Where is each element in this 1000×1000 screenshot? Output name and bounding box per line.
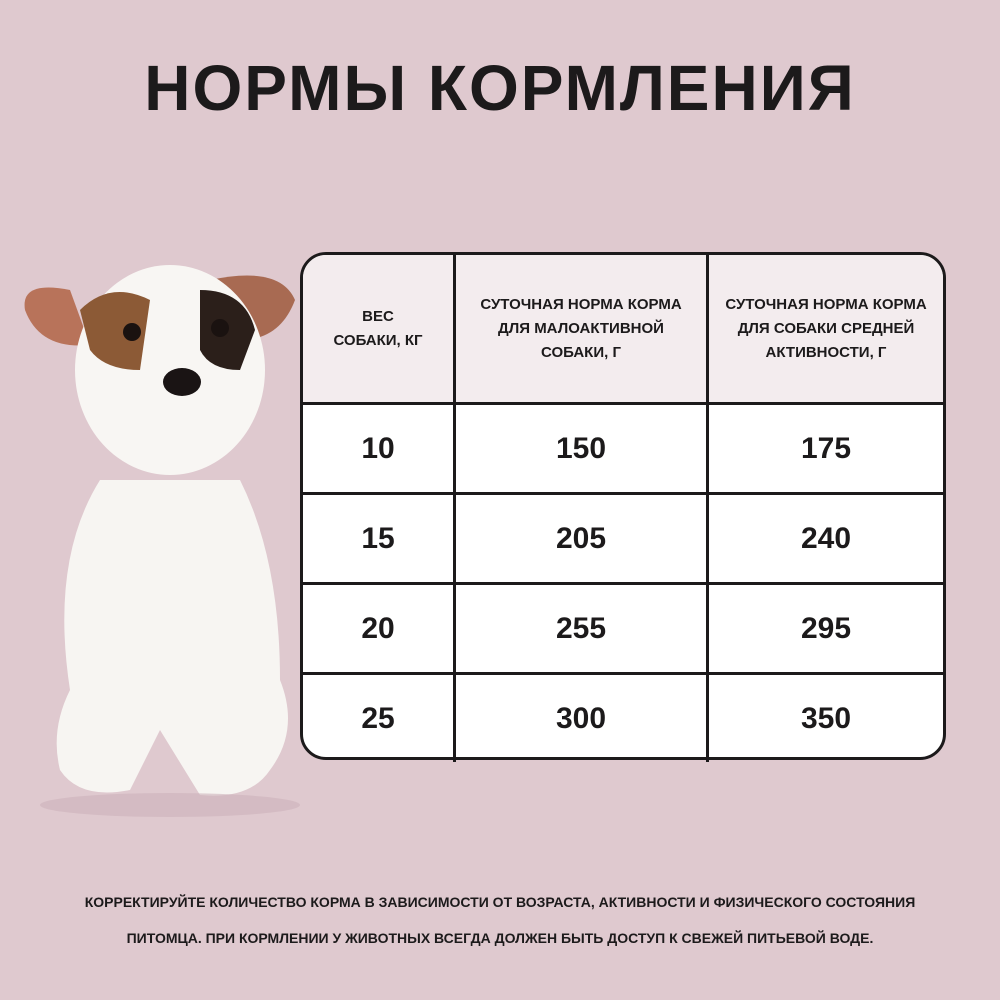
cell-low: 300 [453, 675, 706, 762]
cell-value: 150 [555, 431, 607, 465]
header-weight-label: ВЕС СОБАКИ, КГ [333, 307, 423, 349]
cell-low: 150 [453, 405, 706, 492]
dog-left-eye [123, 323, 141, 341]
table-row: 10 150 175 [303, 402, 943, 492]
cell-low: 255 [453, 585, 706, 672]
table-row: 20 255 295 [303, 582, 943, 672]
cell-value: 20 [361, 611, 395, 645]
header-medium-activity: СУТОЧНАЯ НОРМА КОРМА ДЛЯ СОБАКИ СРЕДНЕЙ … [706, 255, 943, 402]
table-row: 25 300 350 [303, 672, 943, 762]
dog-body [56, 480, 289, 796]
dog-nose [163, 368, 201, 396]
feeding-table: ВЕС СОБАКИ, КГ СУТОЧНАЯ НОРМА КОРМА ДЛЯ … [300, 252, 946, 762]
dog-right-eye [211, 319, 229, 337]
cell-value: 25 [361, 701, 395, 735]
cell-medium: 240 [706, 495, 943, 582]
dog-photo [24, 265, 300, 817]
cell-low: 205 [453, 495, 706, 582]
cell-value: 10 [361, 431, 395, 465]
table-header-row: ВЕС СОБАКИ, КГ СУТОЧНАЯ НОРМА КОРМА ДЛЯ … [303, 255, 943, 402]
footer-line-1: КОРРЕКТИРУЙТЕ КОЛИЧЕСТВО КОРМА В ЗАВИСИМ… [84, 894, 916, 910]
dog-brown-patch [80, 292, 150, 370]
cell-value: 15 [361, 521, 395, 555]
page-title: НОРМЫ КОРМЛЕНИЯ [144, 52, 856, 124]
cell-value: 255 [555, 611, 607, 645]
cell-medium: 295 [706, 585, 943, 672]
header-low-activity-label: СУТОЧНАЯ НОРМА КОРМА ДЛЯ МАЛОАКТИВНОЙ СО… [480, 295, 682, 361]
header-medium-activity-label: СУТОЧНАЯ НОРМА КОРМА ДЛЯ СОБАКИ СРЕДНЕЙ … [725, 295, 927, 361]
cell-weight: 20 [303, 585, 453, 672]
dog-left-ear [24, 287, 90, 346]
cell-value: 240 [800, 521, 852, 555]
dog-shadow [40, 793, 300, 817]
cell-weight: 15 [303, 495, 453, 582]
header-low-activity: СУТОЧНАЯ НОРМА КОРМА ДЛЯ МАЛОАКТИВНОЙ СО… [453, 255, 706, 402]
footer-line-2: ПИТОМЦА. ПРИ КОРМЛЕНИИ У ЖИВОТНЫХ ВСЕГДА… [126, 930, 874, 946]
cell-weight: 10 [303, 405, 453, 492]
footer-note: КОРРЕКТИРУЙТЕ КОЛИЧЕСТВО КОРМА В ЗАВИСИМ… [50, 884, 950, 956]
header-weight: ВЕС СОБАКИ, КГ [303, 255, 453, 402]
cell-medium: 175 [706, 405, 943, 492]
cell-value: 175 [800, 431, 852, 465]
cell-value: 300 [555, 701, 607, 735]
cell-value: 295 [800, 611, 852, 645]
cell-medium: 350 [706, 675, 943, 762]
table-row: 15 205 240 [303, 492, 943, 582]
cell-value: 205 [555, 521, 607, 555]
cell-weight: 25 [303, 675, 453, 762]
cell-value: 350 [800, 701, 852, 735]
